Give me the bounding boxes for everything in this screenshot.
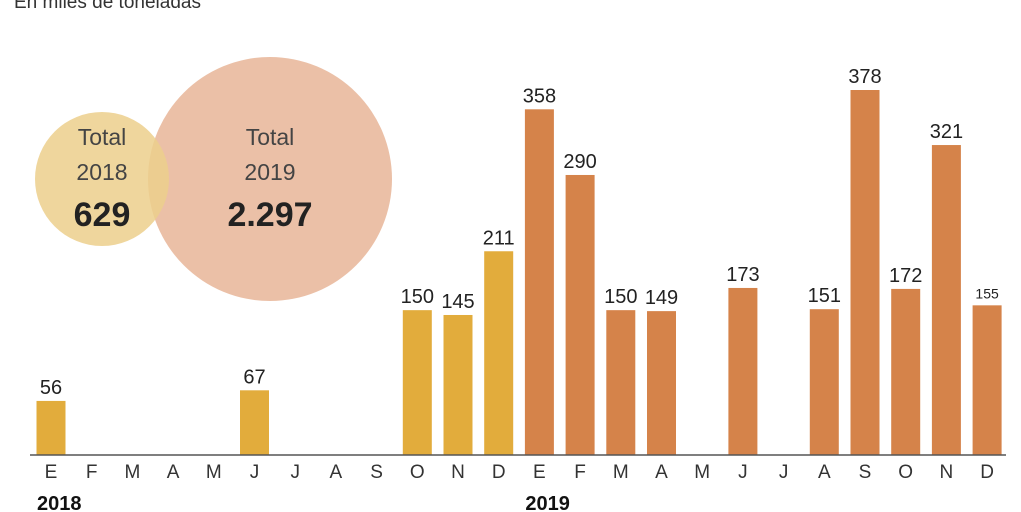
bar-2019-2 — [565, 174, 595, 455]
bar-2019-9 — [850, 90, 880, 455]
axis-labels: E 56 F M A M J 67 J A S O 150 N 145 D 211 2018 E 358 F 290 M 15… — [37, 66, 999, 512]
bar-2019-11 — [931, 145, 961, 455]
x-tick-label: M — [613, 462, 629, 483]
total-2018-year: 2018 — [76, 159, 127, 185]
data-label: 149 — [645, 287, 678, 309]
x-tick-label: S — [370, 462, 383, 483]
x-tick-label: F — [574, 462, 586, 483]
bar-2018-10 — [402, 310, 432, 455]
bar-2018-11 — [443, 314, 473, 455]
x-tick-label: J — [738, 462, 748, 483]
data-label: 56 — [40, 377, 62, 399]
bar-2019-12 — [972, 305, 1002, 455]
x-tick-label: F — [86, 462, 98, 483]
bar-2019-3 — [606, 310, 636, 455]
x-tick-label: O — [410, 462, 425, 483]
bar-2019-6 — [728, 287, 758, 455]
bars — [36, 90, 1002, 456]
total-2018-label: Total — [78, 124, 127, 150]
x-tick-label: A — [818, 462, 831, 483]
x-tick-label: M — [694, 462, 710, 483]
data-label: 155 — [975, 285, 999, 301]
chart-subtitle: En miles de toneladas — [14, 0, 201, 13]
year-label-2018: 2018 — [37, 493, 82, 512]
bar-2018-12 — [484, 251, 514, 455]
x-tick-label: J — [250, 462, 260, 483]
data-label: 173 — [726, 264, 759, 286]
data-label: 211 — [483, 227, 515, 249]
bar-2019-1 — [524, 109, 554, 456]
data-label: 378 — [848, 66, 881, 88]
x-tick-label: O — [898, 462, 913, 483]
bar-2018-6 — [240, 390, 269, 455]
x-tick-label: N — [940, 462, 954, 483]
total-2018-value: 629 — [74, 196, 131, 234]
totals-circles: Total 2018 629 Total 2019 2.297 — [35, 57, 392, 301]
year-label-2019: 2019 — [525, 493, 570, 512]
bar-2019-4 — [647, 311, 676, 455]
bar-2018-1 — [36, 400, 66, 455]
data-label: 150 — [401, 286, 434, 308]
bar-2019-10 — [891, 288, 921, 455]
x-tick-label: N — [451, 462, 465, 483]
x-tick-label: M — [206, 462, 222, 483]
x-tick-label: A — [330, 462, 343, 483]
total-2019-year: 2019 — [244, 159, 295, 185]
x-tick-label: J — [779, 462, 789, 483]
x-tick-label: D — [980, 462, 994, 483]
x-tick-label: E — [533, 462, 546, 483]
total-2019-label: Total — [246, 124, 295, 150]
bar-2019-8 — [809, 309, 839, 455]
total-2018-circle — [35, 112, 169, 246]
data-label: 151 — [808, 285, 841, 307]
x-tick-label: J — [290, 462, 300, 483]
data-label: 150 — [604, 286, 637, 308]
total-2019-circle — [148, 57, 392, 301]
data-label: 67 — [243, 366, 265, 388]
x-tick-label: E — [45, 462, 58, 483]
x-tick-label: D — [492, 462, 506, 483]
total-2019-value: 2.297 — [227, 196, 312, 234]
data-label: 290 — [563, 151, 596, 173]
x-tick-label: A — [655, 462, 668, 483]
x-tick-label: S — [859, 462, 872, 483]
x-tick-label: M — [124, 462, 140, 483]
data-label: 358 — [523, 85, 556, 107]
data-label: 321 — [930, 121, 963, 143]
data-label: 145 — [441, 291, 474, 313]
data-label: 172 — [889, 265, 922, 287]
x-tick-label: A — [167, 462, 180, 483]
